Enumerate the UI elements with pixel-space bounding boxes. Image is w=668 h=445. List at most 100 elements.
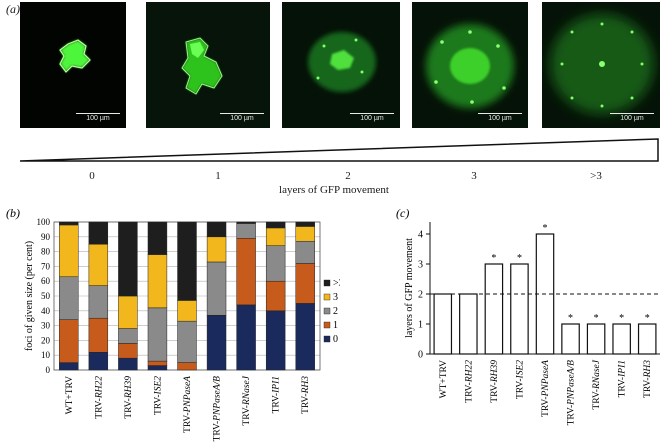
legend-swatch [323,293,331,301]
bar-segment [59,224,79,278]
bar-segment [265,310,286,371]
bar-segment [295,263,315,304]
bar [484,263,504,355]
bar-segment [206,221,227,238]
bar-segment [118,221,138,297]
x-tick-label: TRV-RH39 [490,360,500,403]
bar-segment [236,304,256,371]
bar-segment [147,221,168,255]
x-tick-label: TRV-RH39 [124,376,134,419]
x-tick-label: TRV-RNaseJ [592,359,602,409]
bar [459,293,478,355]
y-tick-label: 4 [418,230,423,241]
bar-segment [295,240,315,264]
micrograph-2: 100 µm [282,2,400,128]
bar-segment [236,223,256,239]
y-axis-label: foci of given size (per cent) [24,241,35,351]
y-tick-label: 90 [41,232,51,242]
y-tick-label: 40 [41,306,51,316]
y-tick-label: 60 [41,276,51,286]
bar-segment [147,254,168,309]
legend-label: 2 [333,306,338,317]
x-tick-label: TRV-RH3 [643,360,653,398]
micrograph-0: 100 µm [20,2,126,128]
bar [586,323,606,355]
x-tick-label: TRV-PNPaseA [183,376,193,433]
gfp-cell-cluster [59,39,91,73]
bar-segment [59,276,79,320]
bar [637,323,657,355]
bar [612,323,631,355]
bar-segment [147,307,168,362]
bar-segment [59,221,79,226]
x-tick-label: WT+TRV [439,360,449,399]
significance-marker: * [543,223,548,234]
x-tick-label: TRV-IPI1 [272,376,282,413]
x-tick-label: TRV-PNPaseA/B [567,360,577,426]
y-tick-label: 1 [418,320,423,331]
bar-segment [206,236,227,263]
wedge-tick-2: 2 [345,170,351,182]
scale-bar: 100 µm [76,113,120,122]
bar [433,293,453,355]
scale-bar: 100 µm [220,113,264,122]
movement-wedge [19,138,659,162]
bar-segment [206,314,227,371]
y-tick-label: 10 [41,350,51,360]
bar-segment [118,343,138,359]
y-tick-label: 30 [41,321,51,331]
legend-label: 1 [333,320,338,331]
bar-segment [177,221,197,301]
bar-segment [88,351,109,371]
x-tick-label: TRV-RNaseJ [242,375,252,425]
x-tick-label: TRV-PNPaseA [541,360,551,417]
y-tick-label: 2 [418,290,423,301]
bar-segment [295,226,315,242]
y-tick-label: 0 [46,365,51,375]
bar-segment [295,221,315,227]
bar-segment [265,227,286,246]
panel-b-label: (b) [6,206,20,220]
bar-segment [177,362,197,371]
scale-bar: 100 µm [478,113,522,122]
legend-label: 0 [333,334,338,345]
bar [561,323,580,355]
bar-segment [118,357,138,371]
panel-a-label: (a) [6,2,20,16]
significance-marker: * [594,313,599,324]
bar-segment [88,221,109,245]
bar-segment [177,320,197,363]
bar-segment [265,221,286,229]
legend-swatch [323,321,331,329]
legend-swatch [323,279,331,287]
bar-segment [59,319,79,363]
significance-marker: * [491,253,496,264]
micrograph-1: 100 µm [146,2,270,128]
bar-segment [206,261,227,316]
legend-label: 3 [333,292,338,303]
bar-segment [295,303,315,371]
bar-segment [265,280,286,312]
bar-segment [59,362,79,371]
wedge-title: layers of GFP movement [279,184,389,196]
bar-segment [88,243,109,286]
x-tick-label: TRV-ISE2 [515,360,525,399]
y-tick-label: 70 [41,261,51,271]
y-tick-label: 20 [41,335,51,345]
x-tick-label: TRV-PNPaseA/B [213,376,223,442]
gfp-cell-cluster [146,2,270,128]
x-tick-label: TRV-IPI1 [618,360,628,397]
wedge-tick-1: 1 [215,170,221,182]
x-tick-label: TRV-RH22 [94,376,104,419]
significance-marker: * [645,313,650,324]
y-tick-label: 100 [37,217,51,227]
bar-segment [88,317,109,353]
wedge-tick-0: 0 [89,170,95,182]
gfp-cell-cluster [542,2,660,128]
bar [510,263,529,355]
y-axis-label: layers of GFP movement [404,238,415,338]
bar-segment [147,360,168,366]
micrograph-4: 100 µm [542,2,660,128]
bar-segment [236,238,256,306]
